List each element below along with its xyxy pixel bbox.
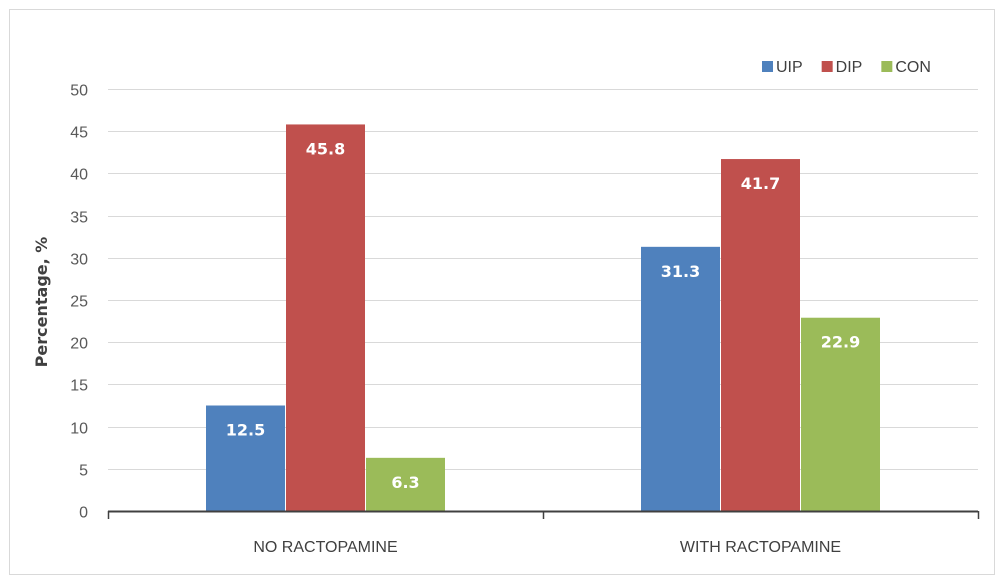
data-label: 45.8 xyxy=(306,139,345,158)
data-label: 41.7 xyxy=(741,174,780,193)
y-axis-title: Percentage, % xyxy=(32,237,51,368)
legend-label-con: CON xyxy=(895,59,931,76)
legend-label-dip: DIP xyxy=(836,59,863,76)
y-tick-label: 20 xyxy=(70,336,88,353)
y-tick-label: 25 xyxy=(70,294,88,311)
data-label: 22.9 xyxy=(821,333,860,352)
y-tick-label: 10 xyxy=(70,421,88,438)
bar-con xyxy=(801,317,880,511)
data-label: 12.5 xyxy=(226,421,265,440)
data-label: 31.3 xyxy=(661,262,700,281)
y-tick-label: 15 xyxy=(70,378,88,395)
legend-swatch-con xyxy=(881,61,893,72)
data-labels: 12.5 45.8 6.3 31.3 41.7 22.9 xyxy=(226,139,860,491)
y-tick-label: 45 xyxy=(70,125,88,142)
legend-swatch-dip xyxy=(821,61,833,72)
legend-label-uip: UIP xyxy=(776,59,803,76)
bar-dip xyxy=(286,124,365,511)
y-tick-label: 0 xyxy=(79,505,88,522)
bar-con xyxy=(366,457,445,511)
x-category-label: NO RACTOPAMINE xyxy=(253,539,397,556)
y-tick-label: 40 xyxy=(70,167,88,184)
legend: UIP DIP CON xyxy=(762,59,931,76)
y-tick-label: 35 xyxy=(70,210,88,227)
y-tick-label: 50 xyxy=(70,83,88,100)
legend-swatch-uip xyxy=(762,61,773,72)
axes: 0 5 10 15 20 25 30 35 40 45 50 NO RACTOPAMINE WITH R… xyxy=(70,83,980,556)
bar-dip xyxy=(721,159,800,511)
data-label: 6.3 xyxy=(391,473,419,492)
bar-uip xyxy=(641,246,720,511)
bars xyxy=(206,124,880,511)
bar-uip xyxy=(206,405,285,511)
y-tick-label: 5 xyxy=(79,463,88,480)
x-category-label: WITH RACTOPAMINE xyxy=(680,539,841,556)
y-tick-label: 30 xyxy=(70,252,88,269)
